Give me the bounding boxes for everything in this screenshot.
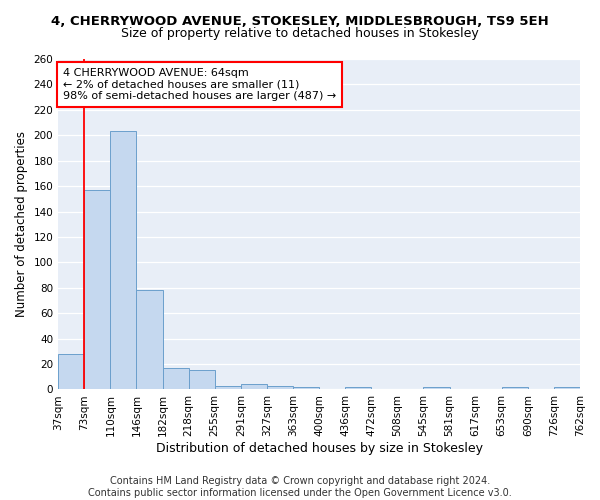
Text: 4, CHERRYWOOD AVENUE, STOKESLEY, MIDDLESBROUGH, TS9 5EH: 4, CHERRYWOOD AVENUE, STOKESLEY, MIDDLES… (51, 15, 549, 28)
Bar (241, 384, 267, 390)
Text: Contains HM Land Registry data © Crown copyright and database right 2024.
Contai: Contains HM Land Registry data © Crown c… (88, 476, 512, 498)
X-axis label: Distribution of detached houses by size in Stokesley: Distribution of detached houses by size … (155, 442, 482, 455)
Bar (424, 387, 449, 390)
Y-axis label: Number of detached properties: Number of detached properties (15, 131, 28, 317)
Bar (84, 190, 110, 390)
Bar (188, 370, 215, 390)
Bar (58, 354, 84, 390)
Text: Size of property relative to detached houses in Stokesley: Size of property relative to detached ho… (121, 28, 479, 40)
Bar (267, 386, 293, 390)
Bar (345, 387, 371, 390)
Bar (502, 387, 528, 390)
Bar (136, 290, 163, 390)
Bar (554, 387, 580, 390)
Bar (293, 387, 319, 390)
Bar (163, 368, 188, 390)
Bar (110, 132, 136, 390)
Text: 4 CHERRYWOOD AVENUE: 64sqm
← 2% of detached houses are smaller (11)
98% of semi-: 4 CHERRYWOOD AVENUE: 64sqm ← 2% of detac… (63, 68, 336, 101)
Bar (215, 386, 241, 390)
